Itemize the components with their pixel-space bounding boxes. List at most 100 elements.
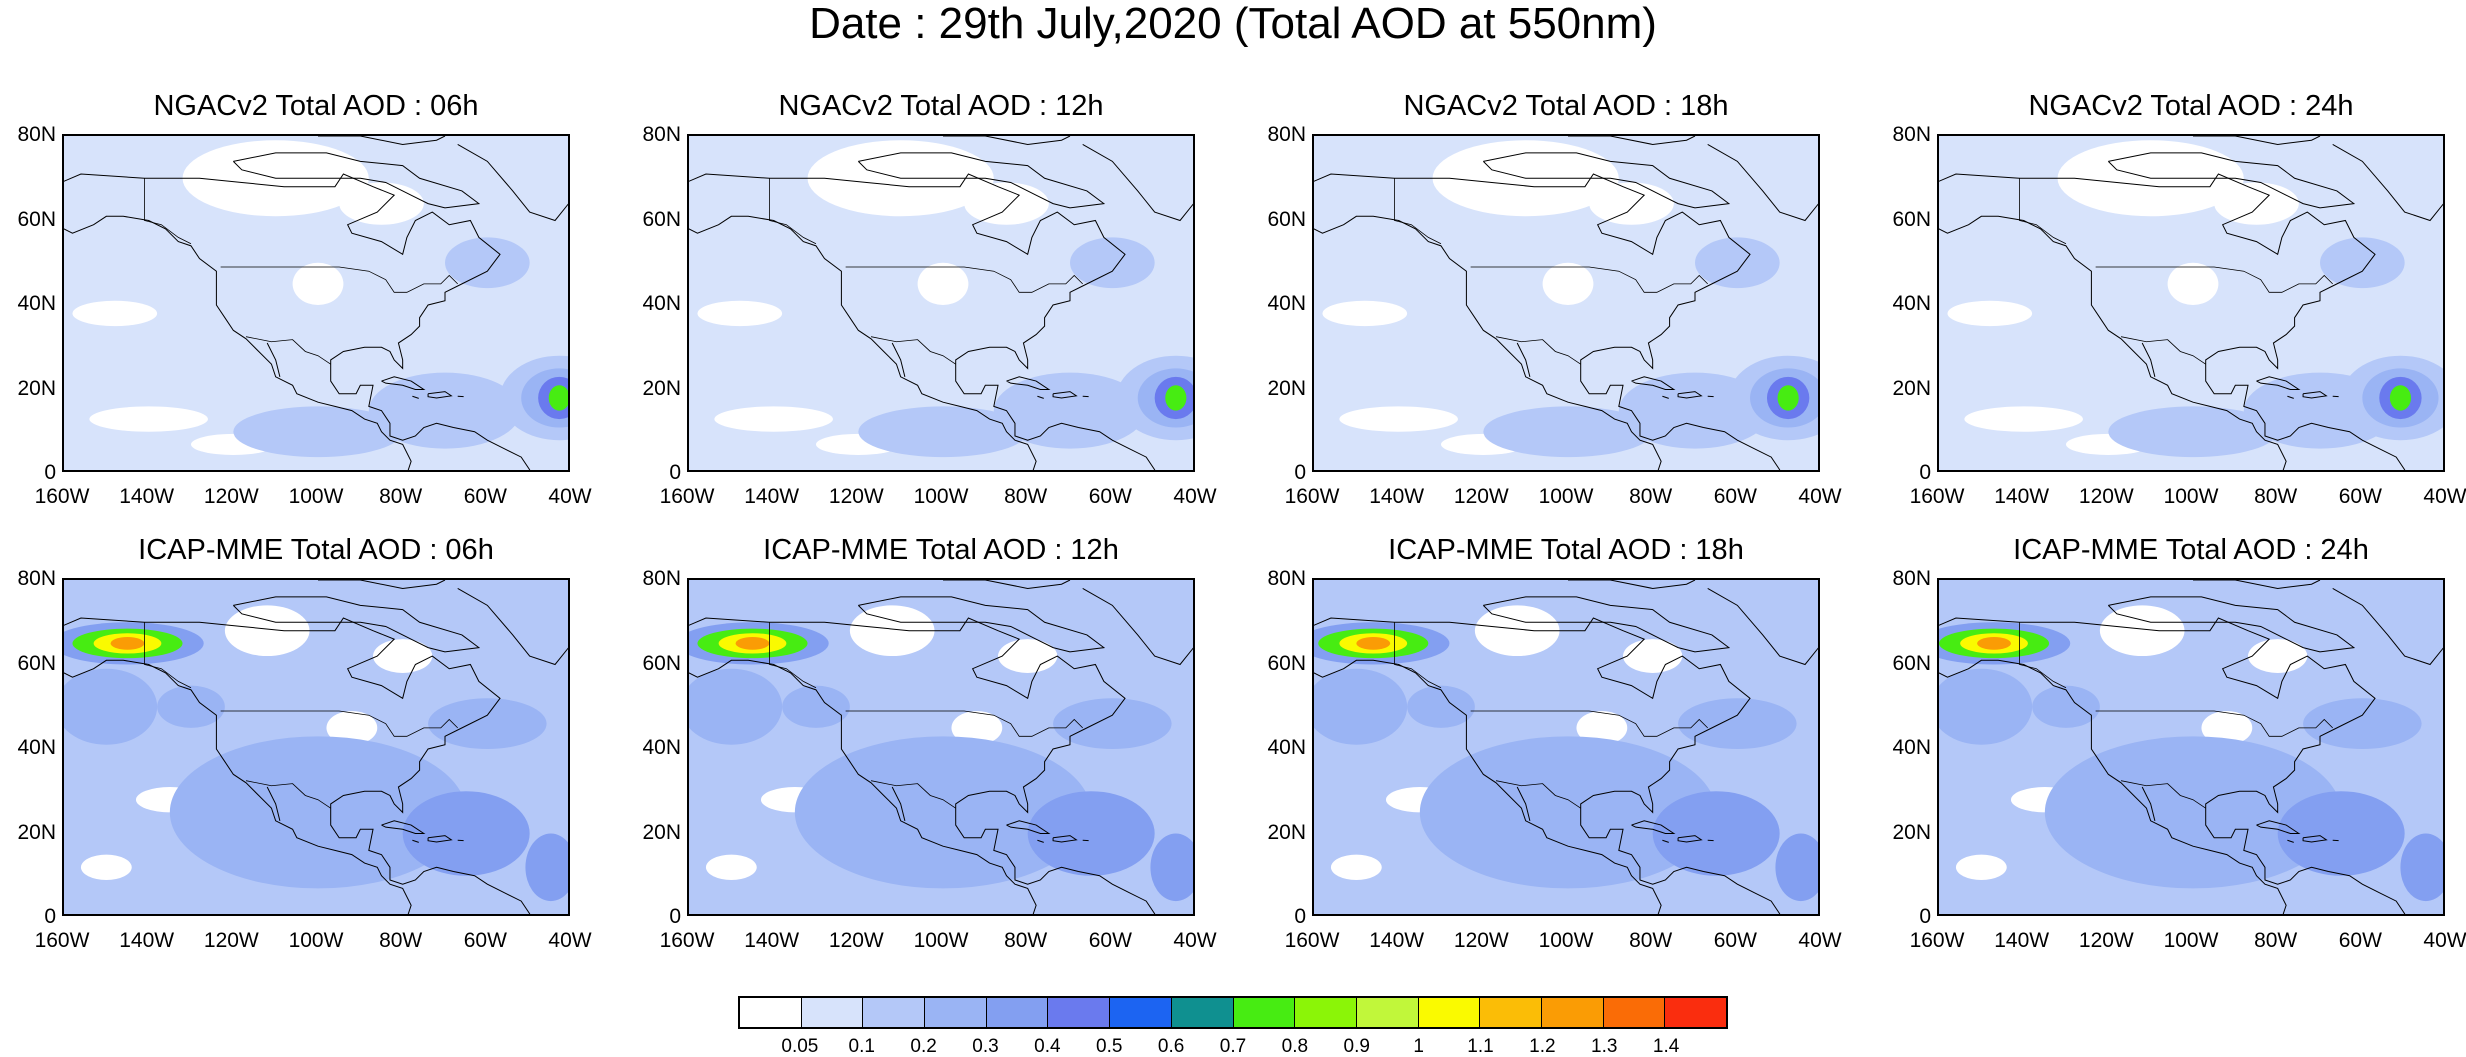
colorbar-level-label: 0.05 (770, 1037, 830, 1056)
colorbar-swatch (1480, 998, 1542, 1027)
panel-title: ICAP-MME Total AOD : 18h (1312, 536, 1820, 565)
clean-air-patch (293, 263, 344, 305)
colorbar-level-label: 0.8 (1265, 1037, 1325, 1056)
lon-tick-label: 40W (530, 930, 610, 951)
aod-map (1314, 136, 1820, 472)
lat-tick-label: 80N (0, 124, 56, 145)
colorbar-swatch (740, 998, 802, 1027)
lat-tick-label: 20N (1871, 378, 1931, 399)
lat-tick-label: 80N (1871, 124, 1931, 145)
lat-tick-label: 60N (621, 209, 681, 230)
colorbar-level-label: 1.2 (1512, 1037, 1572, 1056)
colorbar-swatch (1604, 998, 1666, 1027)
lon-tick-label: 100W (2151, 486, 2231, 507)
lon-tick-label: 40W (2405, 930, 2466, 951)
lat-tick-label: 20N (1246, 822, 1306, 843)
colorbar-swatch (1172, 998, 1234, 1027)
lon-tick-label: 160W (1272, 486, 1352, 507)
lon-tick-label: 120W (191, 930, 271, 951)
clean-air-patch (714, 406, 833, 431)
lon-tick-label: 140W (732, 486, 812, 507)
panel-title: NGACv2 Total AOD : 24h (1937, 92, 2445, 121)
moderate-aod-region (782, 686, 850, 728)
lon-tick-label: 40W (1780, 486, 1860, 507)
lon-tick-label: 60W (445, 930, 525, 951)
lon-tick-label: 40W (1155, 930, 1235, 951)
moderate-aod-region (1053, 698, 1172, 749)
lon-tick-label: 100W (1526, 930, 1606, 951)
lon-tick-label: 140W (107, 930, 187, 951)
aod-map (1314, 580, 1820, 916)
colorbar-level-label: 0.6 (1141, 1037, 1201, 1056)
moderate-aod-region (2320, 237, 2405, 288)
colorbar-swatch (1419, 998, 1481, 1027)
lon-tick-label: 60W (445, 486, 525, 507)
panel-title: ICAP-MME Total AOD : 12h (687, 536, 1195, 565)
lat-tick-label: 0 (621, 462, 681, 483)
colorbar-swatch (863, 998, 925, 1027)
lon-tick-label: 120W (191, 486, 271, 507)
lat-tick-label: 20N (621, 822, 681, 843)
map-plot-area (687, 578, 1195, 916)
colorbar-swatch (1357, 998, 1419, 1027)
colorbar-level-label: 1.4 (1636, 1037, 1696, 1056)
moderate-aod-region (157, 686, 225, 728)
lat-tick-label: 40N (0, 737, 56, 758)
lat-tick-label: 60N (621, 653, 681, 674)
lon-tick-label: 120W (2066, 930, 2146, 951)
lon-tick-label: 40W (2405, 486, 2466, 507)
lon-tick-label: 60W (1695, 486, 1775, 507)
colorbar-swatch (1048, 998, 1110, 1027)
lat-tick-label: 20N (0, 822, 56, 843)
figure-title: Date : 29th July,2020 (Total AOD at 550n… (0, 2, 2466, 46)
map-plot-area (62, 134, 570, 472)
clean-air-patch (72, 301, 157, 326)
lon-tick-label: 140W (107, 486, 187, 507)
lat-tick-label: 40N (1871, 737, 1931, 758)
clean-air-patch (89, 406, 208, 431)
panel-title: ICAP-MME Total AOD : 24h (1937, 536, 2445, 565)
clean-air-patch (1956, 855, 2007, 880)
dust-plume-level-8 (1165, 385, 1186, 410)
panel-title: ICAP-MME Total AOD : 06h (62, 536, 570, 565)
map-plot-area (1312, 578, 1820, 916)
colorbar-swatch (1665, 998, 1726, 1027)
lon-tick-label: 100W (901, 486, 981, 507)
map-plot-area (1937, 134, 2445, 472)
colorbar-level-label: 0.1 (832, 1037, 892, 1056)
moderate-aod-region (1695, 237, 1780, 288)
map-plot-area (62, 578, 570, 916)
clean-air-patch (1339, 406, 1458, 431)
lon-tick-label: 120W (2066, 486, 2146, 507)
lon-tick-label: 80W (361, 486, 441, 507)
lon-tick-label: 160W (1272, 930, 1352, 951)
panel-title: NGACv2 Total AOD : 18h (1312, 92, 1820, 121)
lat-tick-label: 20N (1871, 822, 1931, 843)
clean-air-patch (339, 182, 424, 224)
clean-air-patch (697, 301, 782, 326)
dust-plume-level-8 (2390, 385, 2411, 410)
colorbar-level-label: 1.3 (1574, 1037, 1634, 1056)
clean-air-patch (1589, 182, 1674, 224)
lat-tick-label: 80N (621, 568, 681, 589)
lat-tick-label: 0 (1871, 462, 1931, 483)
lat-tick-label: 80N (1871, 568, 1931, 589)
dust-plume-level-8 (549, 385, 570, 410)
smoke-plume-level-13 (1356, 637, 1390, 650)
dust-plume-level-8 (1778, 385, 1799, 410)
panel-title: NGACv2 Total AOD : 06h (62, 92, 570, 121)
lon-tick-label: 60W (2320, 930, 2400, 951)
clean-air-patch (2168, 263, 2219, 305)
lon-tick-label: 80W (1611, 486, 1691, 507)
clean-air-patch (1964, 406, 2083, 431)
moderate-aod-region (1070, 237, 1155, 288)
lat-tick-label: 80N (621, 124, 681, 145)
colorbar-level-label: 1.1 (1451, 1037, 1511, 1056)
smoke-plume-level-13 (1977, 637, 2011, 650)
lat-tick-label: 0 (0, 462, 56, 483)
lat-tick-label: 0 (1246, 462, 1306, 483)
moderate-aod-region (445, 237, 530, 288)
moderate-aod-region (233, 406, 402, 457)
clean-air-patch (1331, 855, 1382, 880)
lon-tick-label: 120W (816, 486, 896, 507)
